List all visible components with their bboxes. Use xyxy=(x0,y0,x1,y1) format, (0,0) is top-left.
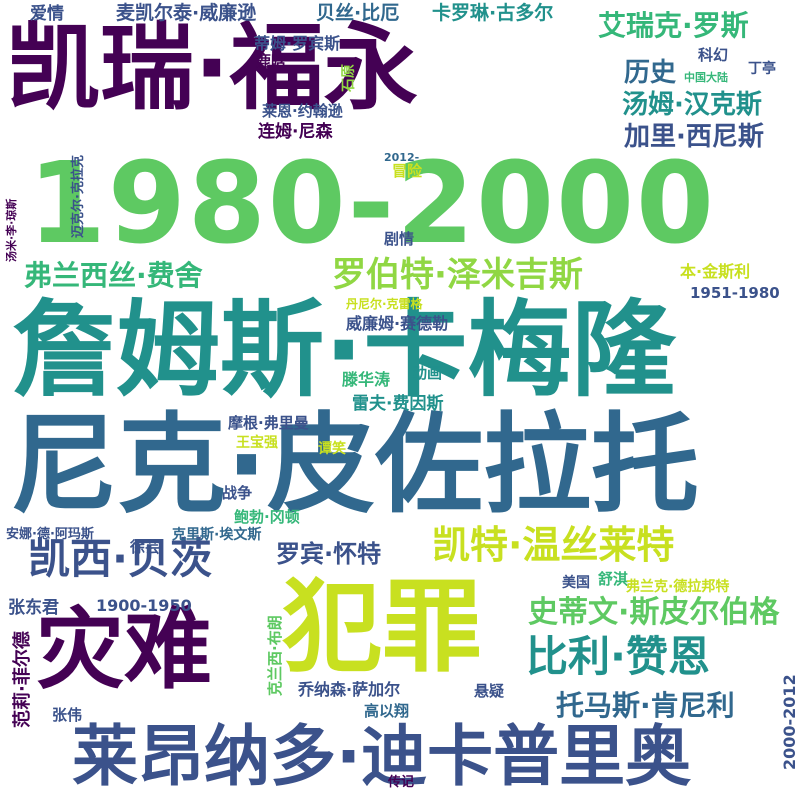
word-war: 战争 xyxy=(222,484,253,502)
word-dingheng: 丁亭 xyxy=(748,61,776,77)
word-frances-fisher: 弗兰西丝·费舍 xyxy=(24,259,203,292)
word-gary-sinise: 加里·西尼斯 xyxy=(624,122,764,152)
word-suspense: 悬疑 xyxy=(474,682,505,700)
word-ralph-fiennes: 雷夫·费因斯 xyxy=(352,394,444,414)
word-james-cameron: 詹姆斯·卡梅隆 xyxy=(12,289,676,411)
word-ben-kingsley: 本·金斯利 xyxy=(680,262,751,281)
word-scifi: 科幻 xyxy=(698,46,729,64)
word-spielberg: 史蒂文·斯皮尔伯格 xyxy=(528,595,780,630)
word-2012: 2012- xyxy=(384,151,420,164)
word-adventure: 冒险 xyxy=(392,162,423,180)
word-kate-winslet: 凯特·温丝莱特 xyxy=(432,523,675,567)
word-gaoyixiang: 高以翔 xyxy=(364,702,410,720)
word-animation: 动画 xyxy=(412,364,443,382)
word-bessie: 贝丝·比厄 xyxy=(316,2,400,24)
word-morgan-freeman: 摩根·弗里曼 xyxy=(228,414,309,432)
word-tom-lee: 汤米·李·琼斯 xyxy=(5,198,18,262)
word-romance: 爱情 xyxy=(30,4,64,24)
word-lianmu: 连姆·尼森 xyxy=(258,122,333,142)
word-chris-evans: 克里斯·埃文斯 xyxy=(172,527,262,543)
word-tom-hanks: 汤姆·汉克斯 xyxy=(622,90,762,120)
word-crime: 犯罪 xyxy=(282,569,482,686)
word-china-mainland: 中国大陆 xyxy=(684,71,728,84)
word-shiyu: 石原 xyxy=(341,64,357,92)
word-tenghuatao: 滕华涛 xyxy=(342,370,391,389)
word-robin-wright: 罗宾·怀特 xyxy=(276,540,382,568)
word-fanli: 范莉·菲尔德 xyxy=(12,631,33,728)
word-1951-1980: 1951-1980 xyxy=(690,284,780,302)
word-billy-zane: 比利·赞恩 xyxy=(526,632,710,681)
word-1980-2000: 1980-2000 xyxy=(28,139,716,269)
word-zhangwei: 张伟 xyxy=(52,706,83,724)
word-nick-pizzolatto: 尼克·皮佐拉托 xyxy=(10,403,700,528)
word-william-sadler: 威廉姆·赛德勒 xyxy=(346,314,449,333)
word-jonathan: 乔纳森·萨加尔 xyxy=(298,680,401,699)
word-disaster: 灾难 xyxy=(36,598,213,701)
word-1900-1950: 1900-1950 xyxy=(96,596,192,615)
word-daniel-craig: 丹尼尔·克雷格 xyxy=(346,297,423,311)
word-comedy: 谭笑 xyxy=(318,441,346,457)
word-eric-ross: 艾瑞克·罗斯 xyxy=(598,9,749,42)
word-mckelthy: 麦凯尔泰·威廉逊 xyxy=(116,2,257,24)
word-kairui-fuyong: 凯瑞·福永 xyxy=(6,14,418,123)
word-leonardo: 莱昂纳多·迪卡普里奥 xyxy=(72,718,692,795)
word-bob-gunton: 鲍勃·冈顿 xyxy=(234,508,300,526)
word-zhang-dongjun: 张东君 xyxy=(8,598,59,618)
word-liam: 莱恩·约翰逊 xyxy=(262,102,343,120)
word-kelan: 克兰西·布朗 xyxy=(266,615,284,696)
word-michael-clarke: 迈克尔·克拉克 xyxy=(71,155,86,238)
word-frank-darabont: 弗兰克·德拉邦特 xyxy=(626,579,730,595)
word-thomas: 托马斯·肯尼利 xyxy=(556,689,735,722)
word-xuyun: 徐芸 xyxy=(130,538,161,556)
word-drama: 剧情 xyxy=(384,230,415,248)
word-kathy-bates: 凯西·贝茨 xyxy=(28,534,212,583)
word-robert-zemeckis: 罗伯特·泽米吉斯 xyxy=(332,255,583,295)
word-anna: 安娜·德·阿玛斯 xyxy=(6,527,94,542)
word-tim-robbins: 蒂姆·罗宾斯 xyxy=(254,34,341,53)
word-2000-2012: 2000-2012 xyxy=(780,674,799,770)
word-history: 历史 xyxy=(624,58,677,88)
word-carolyn: 卡罗琳·古多尔 xyxy=(432,2,554,24)
word-biography: 传记 xyxy=(388,775,415,790)
word-usa: 美国 xyxy=(562,575,590,591)
word-morgan: 鹿晗 xyxy=(256,52,287,70)
word-wangbaoqiang: 王宝强 xyxy=(236,435,278,451)
word-shuqi: 舒淇 xyxy=(598,570,629,588)
